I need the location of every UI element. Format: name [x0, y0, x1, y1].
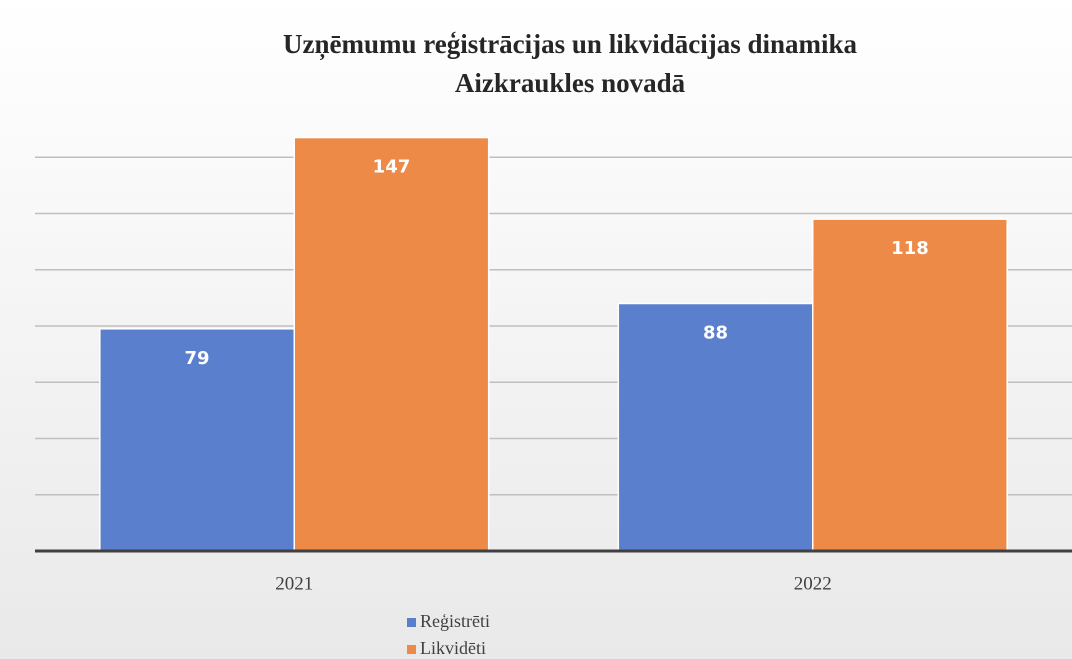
legend-swatch	[407, 645, 416, 654]
legend-swatch	[407, 618, 416, 627]
chart-title: Uzņēmumu reģistrācijas un likvidācijas d…	[283, 29, 858, 61]
data-label: 79	[185, 348, 210, 369]
chart-title: Aizkraukles novadā	[455, 68, 686, 98]
data-label: 147	[373, 157, 411, 178]
legend-label: Reģistrēti	[420, 611, 490, 631]
bar	[812, 218, 1008, 552]
data-label: 88	[703, 323, 728, 344]
data-label: 118	[891, 238, 929, 259]
x-tick-label: 2022	[794, 573, 832, 594]
x-tick-label: 2021	[275, 573, 313, 594]
bar	[99, 328, 295, 552]
bar	[293, 136, 490, 552]
bar	[617, 302, 814, 552]
legend-label: Likvidēti	[420, 638, 486, 658]
